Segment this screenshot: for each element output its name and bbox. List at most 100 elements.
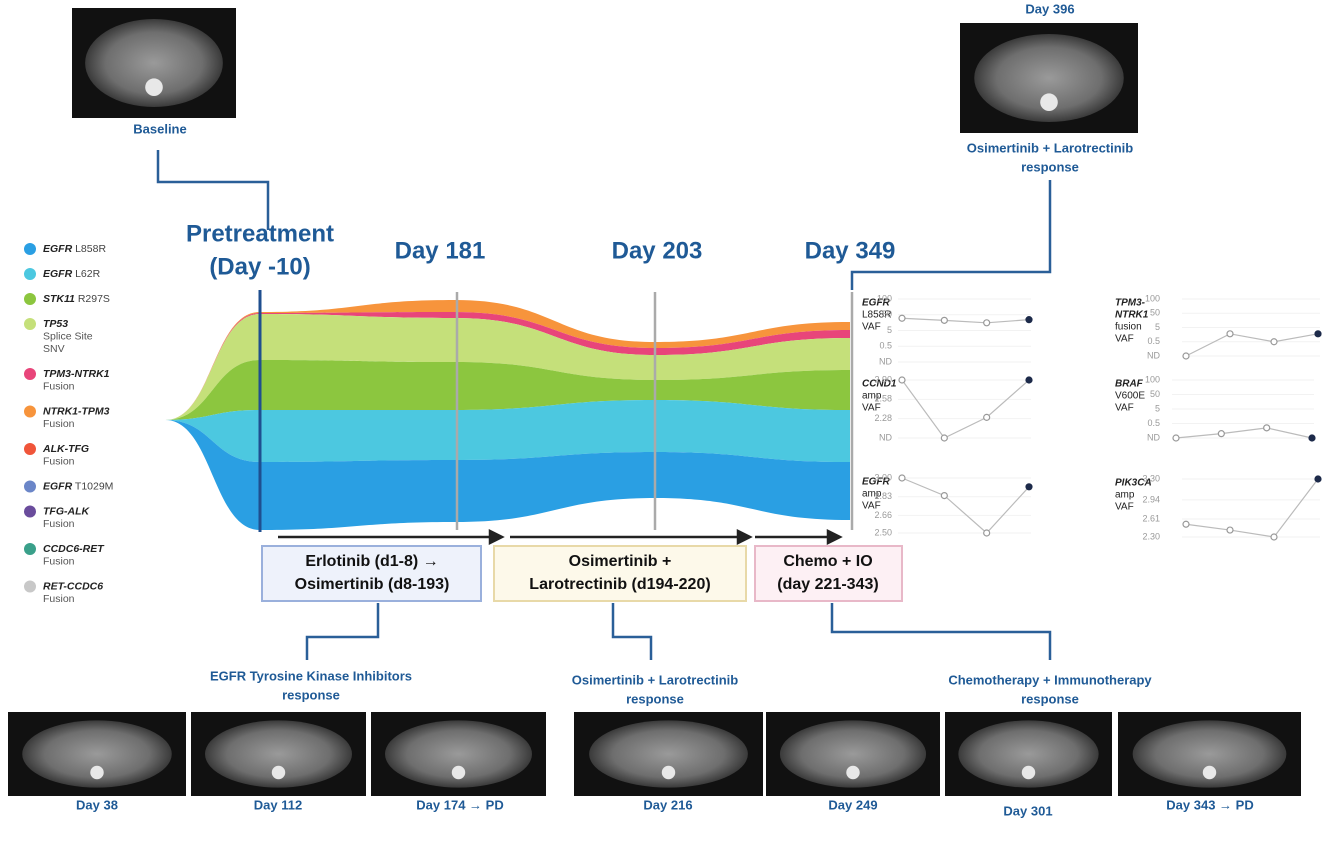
vaf-point <box>1218 431 1224 437</box>
y-tick-label: 5 <box>1155 322 1160 332</box>
legend-gene: TPM3-NTRK1 <box>43 368 110 380</box>
timepoint-label: Day 203 <box>612 237 703 264</box>
timepoint-label: Day 181 <box>395 237 486 264</box>
legend-gene: NTRK1-TPM3 <box>43 405 110 417</box>
therapy-label: Erlotinib (d1-8) → <box>305 553 438 570</box>
vaf-point <box>1227 527 1233 533</box>
vaf-line <box>902 478 1029 533</box>
response-label: Osimertinib + Larotrectinib <box>967 140 1134 155</box>
vaf-line <box>902 318 1029 323</box>
legend-label: EGFR T1029M <box>43 480 113 492</box>
response-label: response <box>626 691 684 706</box>
legend-swatch <box>24 368 36 380</box>
legend-detail: Fusion <box>43 518 75 530</box>
vaf-point <box>1271 534 1277 540</box>
y-tick-label: 5 <box>1155 403 1160 413</box>
legend-label: STK11 R297S <box>43 293 110 305</box>
legend: EGFR L858REGFR L62RSTK11 R297STP53Splice… <box>24 243 113 605</box>
y-tick-label: 2.66 <box>874 510 892 520</box>
y-tick-label: 2.90 <box>874 374 892 384</box>
y-tick-label: 3.30 <box>1142 473 1160 483</box>
connector <box>307 603 378 660</box>
arrows <box>278 531 840 543</box>
legend-detail: SNV <box>43 343 65 355</box>
panel-title: NTRK1 <box>1115 310 1149 321</box>
vaf-line <box>1176 428 1312 438</box>
legend-gene: ALK-TFG <box>42 443 89 455</box>
ct-spine <box>145 78 163 96</box>
vaf-point <box>1183 521 1189 527</box>
legend-gene: EGFR <box>43 268 73 280</box>
panel-title: V600E <box>1115 391 1145 402</box>
legend-label: TP53 <box>43 318 68 330</box>
therapy-label: Chemo + IO <box>783 553 872 570</box>
panel-title: BRAF <box>1115 379 1144 390</box>
legend-label: CCDC6-RET <box>43 543 105 555</box>
figure: BaselineDay 396Day 38Day 112Day 174 → PD… <box>0 0 1322 845</box>
legend-detail: R297S <box>75 293 110 305</box>
response-label: Osimertinib + Larotrectinib <box>572 672 739 687</box>
fish-plot <box>165 300 850 530</box>
y-tick-label: 2.30 <box>1142 531 1160 541</box>
y-tick-label: 2.61 <box>1142 513 1160 523</box>
scan-caption: Day 174 → PD <box>416 797 503 812</box>
ct-spine <box>1203 766 1216 779</box>
vaf-line <box>1186 334 1318 356</box>
response-label: Chemotherapy + Immunotherapy <box>948 672 1152 687</box>
y-tick-label: 2.58 <box>874 394 892 404</box>
legend-gene: EGFR <box>43 243 73 255</box>
vaf-point <box>941 435 947 441</box>
panel-title: fusion <box>1115 322 1142 333</box>
timepoint-label: Pretreatment <box>186 220 334 247</box>
panel-title: amp <box>1115 490 1135 501</box>
legend-swatch <box>24 268 36 280</box>
vaf-point <box>984 320 990 326</box>
panel-title: VAF <box>1115 334 1134 345</box>
scan-caption: Baseline <box>133 121 186 136</box>
vaf-point <box>1315 476 1321 482</box>
legend-label: EGFR L858R <box>43 243 106 255</box>
legend-detail: Fusion <box>43 380 75 392</box>
legend-label: EGFR L62R <box>43 268 101 280</box>
connector <box>613 603 651 660</box>
legend-swatch <box>24 506 36 518</box>
scan-caption: Day 112 <box>254 797 302 812</box>
therapy-label: Osimertinib + <box>569 553 672 570</box>
response-label: response <box>282 687 340 702</box>
legend-gene: RET-CCDC6 <box>43 580 103 592</box>
panel-title: VAF <box>1115 502 1134 513</box>
ct-spine <box>272 766 285 779</box>
vaf-point <box>899 475 905 481</box>
legend-gene: STK11 <box>43 293 75 305</box>
legend-gene: TFG-ALK <box>43 505 90 517</box>
vaf-point <box>1026 317 1032 323</box>
scan-caption: Day 301 <box>1003 803 1052 818</box>
panel-title: VAF <box>862 322 881 333</box>
y-tick-label: 2.50 <box>874 527 892 537</box>
y-tick-label: 2.28 <box>874 413 892 423</box>
ct-spine <box>846 766 859 779</box>
legend-swatch <box>24 481 36 493</box>
legend-swatch <box>24 293 36 305</box>
y-tick-label: 0.5 <box>1147 418 1160 428</box>
vaf-point <box>941 317 947 323</box>
timepoint-label: Day 349 <box>805 237 896 264</box>
legend-swatch <box>24 443 36 455</box>
vaf-point <box>1173 435 1179 441</box>
y-tick-label: 2.83 <box>874 491 892 501</box>
legend-detail: L62R <box>72 268 100 280</box>
y-tick-label: 0.5 <box>1147 336 1160 346</box>
scan-caption: Day 38 <box>76 797 118 812</box>
legend-gene: CCDC6-RET <box>43 543 105 555</box>
legend-label: RET-CCDC6 <box>43 580 103 592</box>
y-tick-label: 0.5 <box>879 341 892 351</box>
ct-spine <box>1040 93 1058 111</box>
legend-detail: Splice Site <box>43 330 93 342</box>
vaf-line <box>902 380 1029 438</box>
scan-caption: Day 216 <box>643 797 692 812</box>
legend-swatch <box>24 318 36 330</box>
y-tick-label: 50 <box>1150 389 1160 399</box>
y-tick-label: 100 <box>877 293 892 303</box>
ct-spine <box>1022 766 1035 779</box>
legend-detail: Fusion <box>43 418 75 430</box>
